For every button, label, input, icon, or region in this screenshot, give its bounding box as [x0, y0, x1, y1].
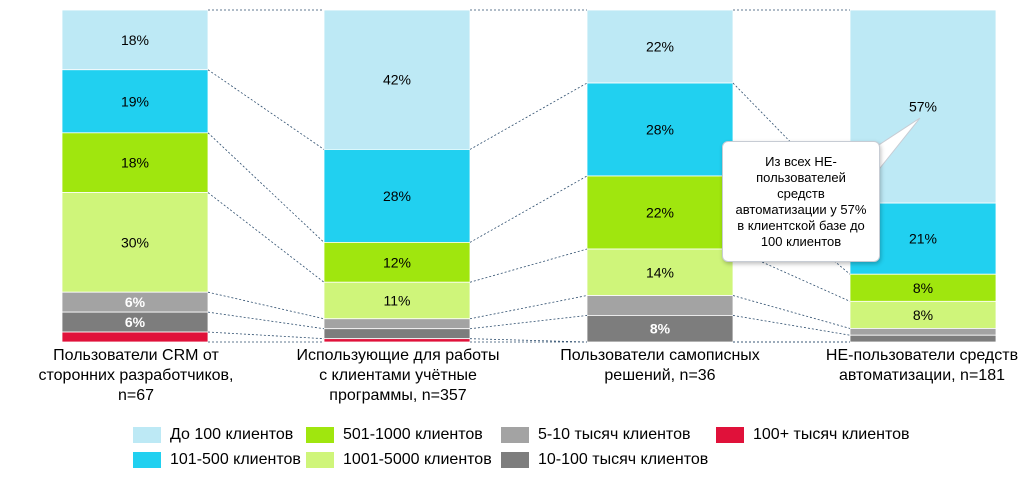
legend-label: 10-100 тысяч клиентов [538, 451, 709, 468]
connector-line [469, 248, 588, 283]
data-label-1-0: 42% [383, 72, 411, 88]
legend-item-3: 1001-5000 клиентов [306, 449, 492, 471]
bar-segment-1-5 [323, 328, 471, 340]
legend-item-6: 100+ тысяч клиентов [716, 424, 910, 446]
connector-line [207, 132, 325, 243]
connector-line [732, 315, 851, 336]
legend-label: 101-500 клиентов [170, 451, 301, 468]
connector-line [469, 82, 588, 150]
legend-swatch [306, 427, 334, 443]
annotation-callout: Из всех НЕ- пользователей средств автома… [722, 141, 880, 262]
connector-line [207, 331, 325, 340]
legend-item-4: 5-10 тысяч клиентов [501, 424, 690, 446]
legend-swatch [306, 452, 334, 468]
category-label-line: сторонних разработчиков, n=67 [38, 367, 234, 404]
bar-segment-1-2 [323, 241, 471, 283]
connector-line [469, 295, 588, 320]
connector-line [469, 175, 588, 243]
connector-line [469, 338, 588, 343]
bar-segment-1-1 [323, 149, 471, 243]
connector-line [732, 295, 851, 329]
category-label-line: НЕ-пользователи средств [825, 347, 1019, 364]
bar-segment-3-2 [849, 273, 997, 302]
connector-line [207, 69, 325, 150]
bar-segment-0-3 [61, 192, 209, 293]
bar-segment-1-6 [323, 338, 471, 343]
category-label-line: с клиентами учётные [319, 367, 477, 384]
category-label-line: Пользователи самописных [560, 347, 760, 364]
legend-swatch [501, 427, 529, 443]
data-label-3-3: 8% [913, 307, 933, 323]
category-label-3: НЕ-пользователи средств автоматизации, n… [807, 346, 1024, 386]
data-label-0-1: 19% [121, 93, 149, 109]
legend: До 100 клиентов 101-500 клиентов 501-100… [0, 424, 1024, 474]
annotation-line: в клиентской базе до [737, 217, 865, 233]
data-label-0-0: 18% [121, 32, 149, 48]
bar-segment-1-4 [323, 318, 471, 330]
data-label-2-3: 14% [646, 264, 674, 280]
legend-swatch [133, 427, 161, 443]
data-label-0-2: 18% [121, 155, 149, 171]
data-label-3-2: 8% [913, 280, 933, 296]
bar-segment-3-5 [849, 334, 997, 343]
category-label-line: Использующие для работы [296, 347, 500, 364]
data-label-2-0: 22% [646, 39, 674, 55]
bar-segment-2-1 [586, 82, 734, 177]
legend-item-5: 10-100 тысяч клиентов [501, 449, 708, 471]
legend-label: 501-1000 клиентов [343, 426, 483, 443]
bar-segment-0-6 [61, 331, 209, 343]
bar-segment-3-4 [849, 328, 997, 336]
legend-label: 1001-5000 клиентов [343, 451, 492, 468]
bar-segment-0-2 [61, 132, 209, 193]
bar-segment-2-5 [586, 315, 734, 343]
annotation-line: автоматизации у 57% [735, 201, 867, 217]
data-label-0-4: 6% [125, 294, 146, 310]
legend-swatch [716, 427, 744, 443]
category-label-line: автоматизации, n=181 [838, 367, 1005, 384]
bar-segment-1-0 [323, 9, 471, 150]
category-label-line: Пользователи CRM от [53, 347, 219, 364]
legend-label: До 100 клиентов [170, 426, 294, 443]
legend-label: 5-10 тысяч клиентов [538, 426, 691, 443]
data-label-0-5: 6% [125, 314, 146, 330]
data-label-3-0: 57% [909, 99, 937, 115]
connector-line [207, 192, 325, 283]
legend-item-1: 101-500 клиентов [133, 449, 301, 471]
data-label-1-1: 28% [383, 188, 411, 204]
category-label-2: Пользователи самописных решений, n=36 [545, 346, 775, 386]
bar-segment-2-4 [586, 295, 734, 316]
legend-swatch [133, 452, 161, 468]
data-label-1-2: 12% [383, 254, 411, 270]
annotation-line: пользователей [756, 169, 846, 185]
data-label-2-1: 28% [646, 122, 674, 138]
category-label-line: программы, n=357 [329, 387, 467, 404]
annotation-line: 100 клиентов [760, 233, 842, 249]
connector-line [207, 311, 325, 330]
annotation-line: Из всех НЕ- [765, 153, 837, 169]
category-label-0: Пользователи CRM от сторонних разработчи… [21, 346, 251, 406]
bar-segment-1-3 [323, 281, 471, 320]
bar-segment-0-0 [61, 9, 209, 71]
legend-item-0: До 100 клиентов [133, 424, 293, 446]
data-label-0-3: 30% [121, 234, 149, 250]
bar-segment-2-2 [586, 175, 734, 250]
legend-swatch [501, 452, 529, 468]
connector-line [469, 315, 588, 330]
annotation-line: средств [777, 185, 825, 201]
data-label-2-5: 8% [650, 321, 671, 337]
category-label-line: решений, n=36 [604, 367, 716, 384]
bar-segment-2-3 [586, 248, 734, 296]
category-label-1: Использующие для работы с клиентами учёт… [283, 346, 513, 406]
data-label-3-1: 21% [909, 231, 937, 247]
legend-item-2: 501-1000 клиентов [306, 424, 483, 446]
data-label-1-3: 11% [384, 293, 411, 309]
legend-label: 100+ тысяч клиентов [753, 426, 910, 443]
data-label-2-2: 22% [646, 205, 674, 221]
